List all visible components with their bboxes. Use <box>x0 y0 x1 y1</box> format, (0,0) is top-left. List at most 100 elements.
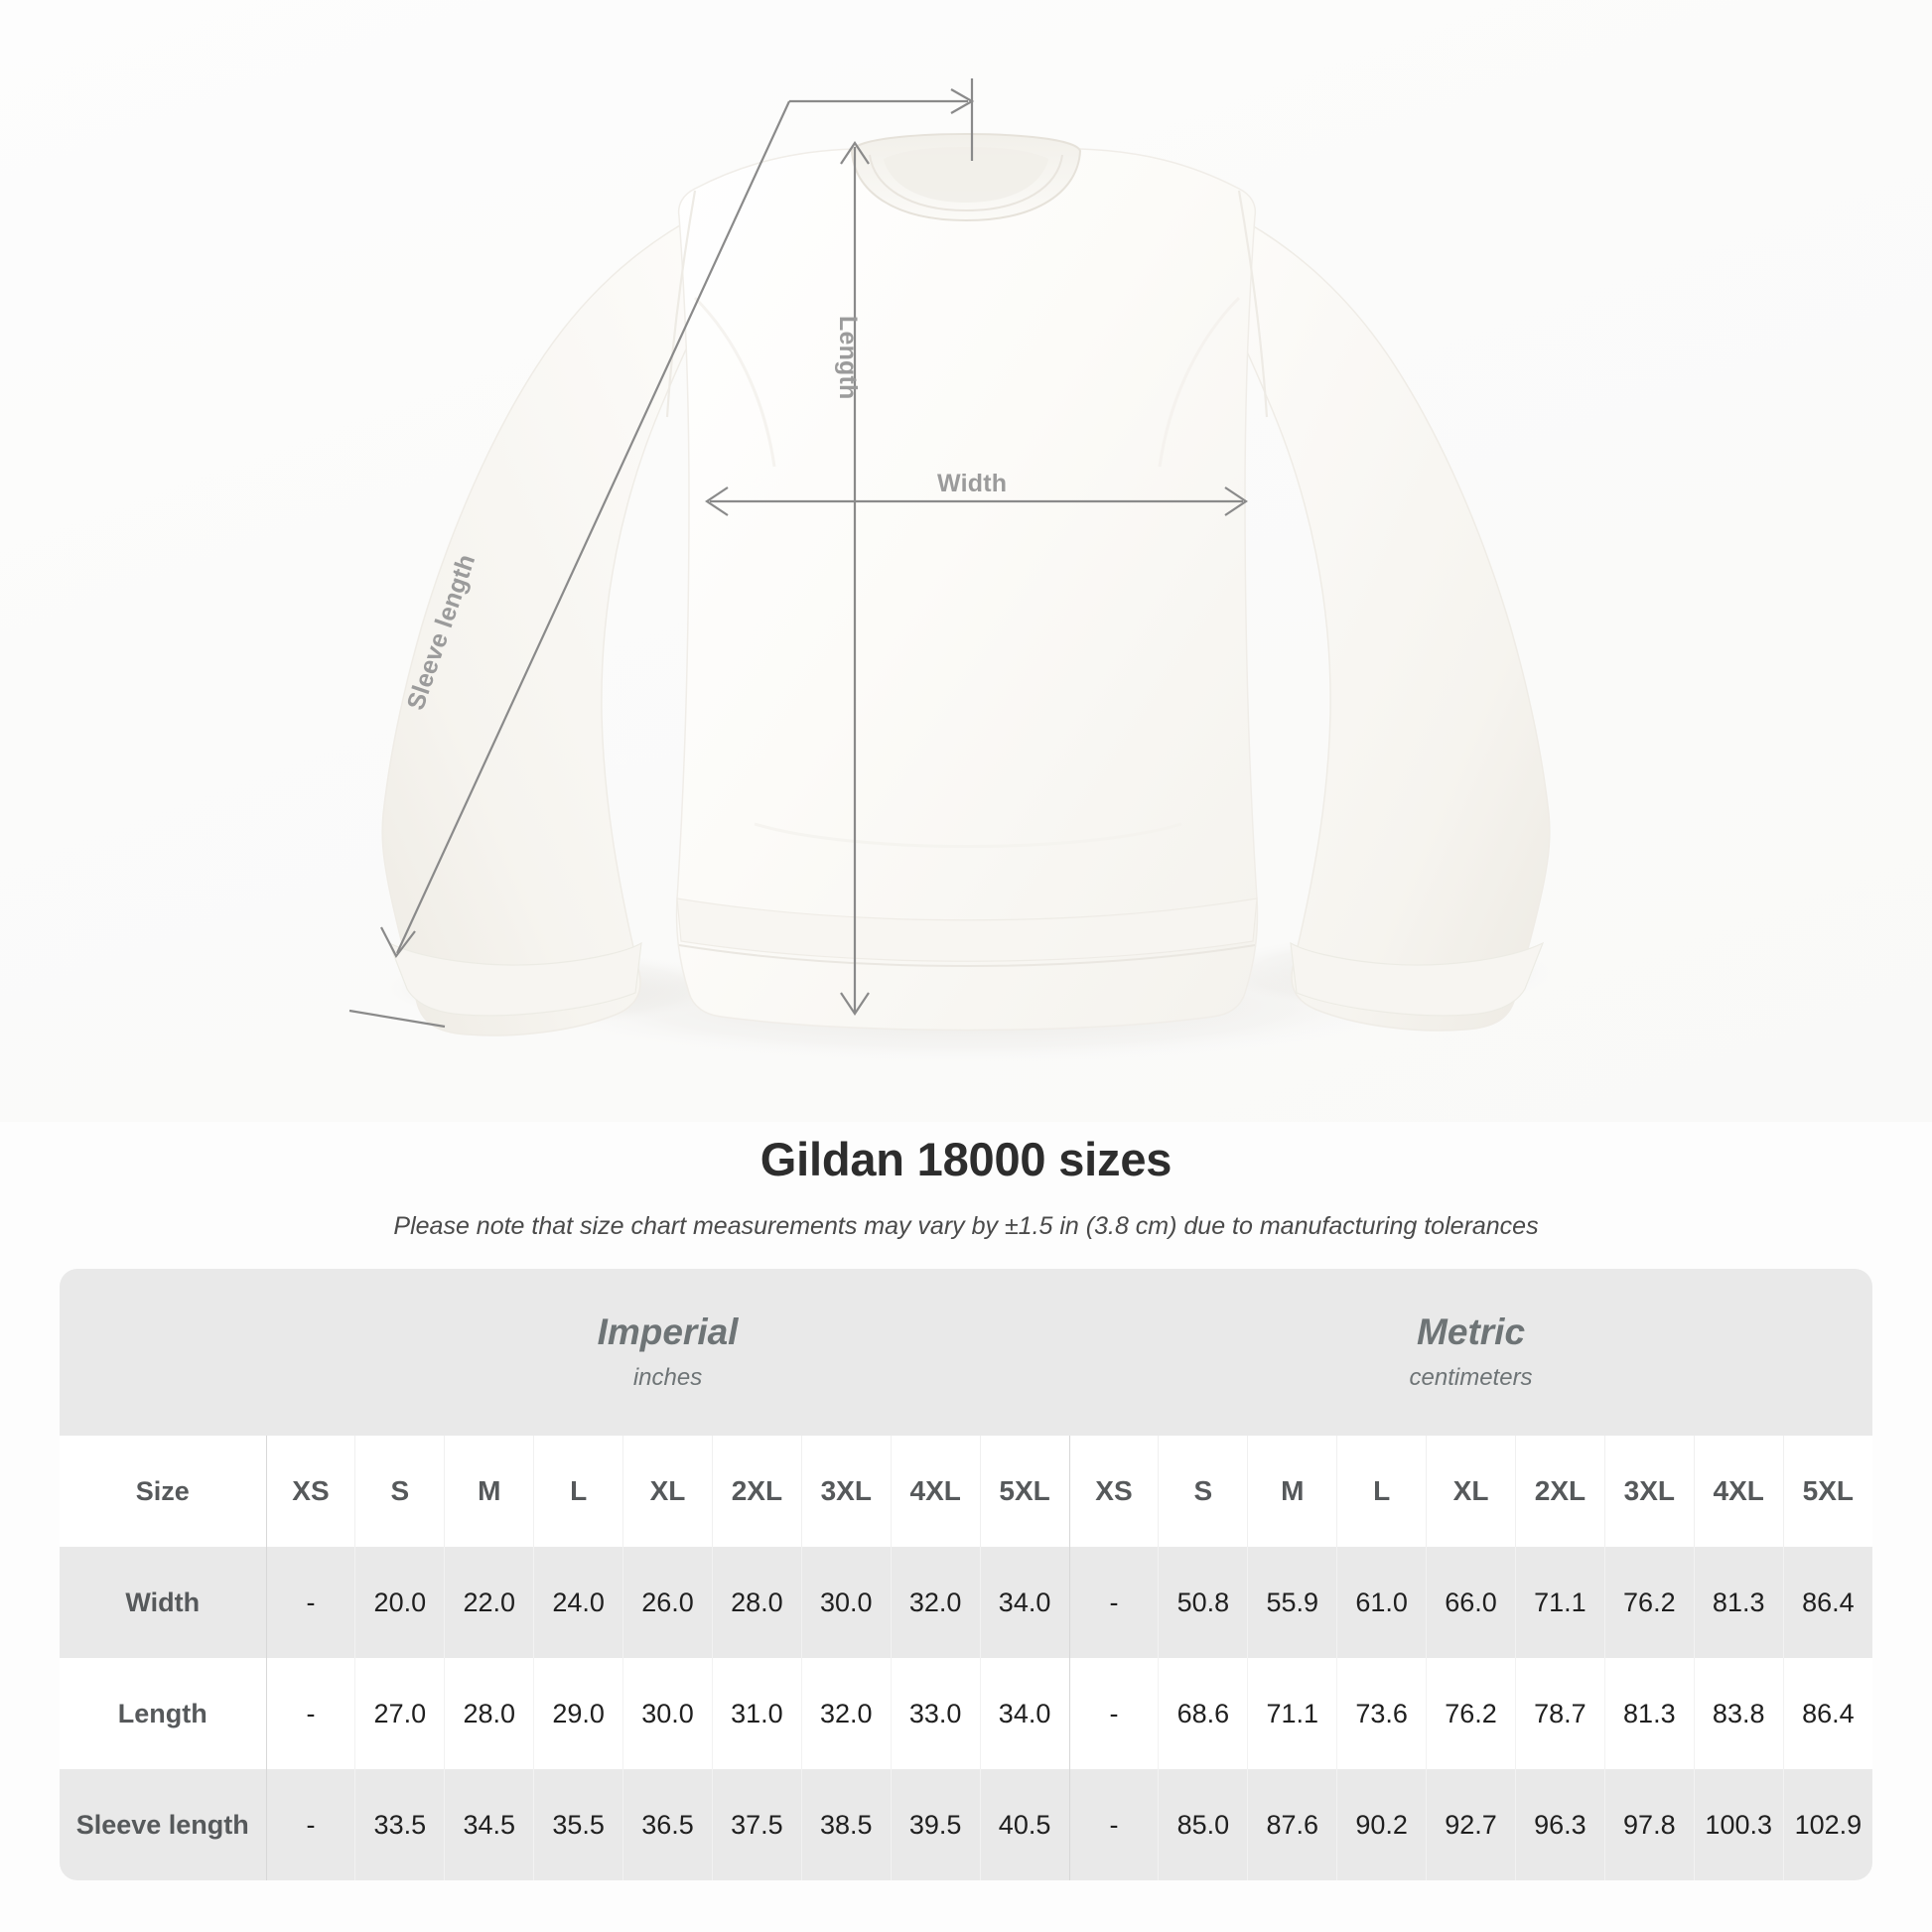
width-metric-5xl: 86.4 <box>1782 1547 1872 1658</box>
neck-opening <box>884 147 1048 203</box>
size-header-imperial-l: L <box>533 1436 623 1547</box>
sleeve-imperial-5xl: 40.5 <box>979 1769 1070 1880</box>
fold-hint-3 <box>754 822 1182 848</box>
size-header-imperial-xl: XL <box>622 1436 713 1547</box>
sleeve-metric-m: 87.6 <box>1247 1769 1337 1880</box>
width-imperial-l: 24.0 <box>533 1547 623 1658</box>
length-metric-xl: 76.2 <box>1426 1658 1516 1769</box>
garment-illustration: Length Width Sleeve length <box>0 0 1932 1122</box>
sleeve-imperial-xl: 36.5 <box>622 1769 713 1880</box>
size-header-metric-m: M <box>1247 1436 1337 1547</box>
width-imperial-4xl: 32.0 <box>890 1547 981 1658</box>
width-imperial-s: 20.0 <box>354 1547 445 1658</box>
chart-heading: Gildan 18000 sizes Please note that size… <box>0 1132 1932 1241</box>
width-imperial-5xl: 34.0 <box>979 1547 1070 1658</box>
width-imperial-3xl: 30.0 <box>800 1547 892 1658</box>
length-imperial-l: 29.0 <box>533 1658 623 1769</box>
width-imperial-xl: 26.0 <box>622 1547 713 1658</box>
width-metric-xl: 66.0 <box>1426 1547 1516 1658</box>
bottom-ribbing <box>676 897 1258 962</box>
row-header-sleeve-length: Sleeve length <box>60 1769 266 1880</box>
length-metric-l: 73.6 <box>1336 1658 1427 1769</box>
length-metric-s: 68.6 <box>1158 1658 1248 1769</box>
size-header-metric-2xl: 2XL <box>1514 1436 1605 1547</box>
collar-inner <box>869 154 1063 212</box>
width-imperial-xs: - <box>265 1547 355 1658</box>
length-imperial-xs: - <box>265 1658 355 1769</box>
sleeve-metric-5xl: 102.9 <box>1782 1769 1872 1880</box>
width-metric-s: 50.8 <box>1158 1547 1248 1658</box>
unit-spacer-cell <box>60 1269 266 1436</box>
width-metric-xs: - <box>1068 1547 1159 1658</box>
length-imperial-xl: 30.0 <box>622 1658 713 1769</box>
sleeve-metric-xl: 92.7 <box>1426 1769 1516 1880</box>
right-shoulder-seam <box>1237 190 1269 418</box>
length-imperial-s: 27.0 <box>354 1658 445 1769</box>
length-metric-3xl: 81.3 <box>1603 1658 1695 1769</box>
length-imperial-5xl: 34.0 <box>979 1658 1070 1769</box>
size-chart-table-container: Imperial inches Metric centimeters Size … <box>60 1269 1872 1880</box>
length-metric-2xl: 78.7 <box>1514 1658 1605 1769</box>
length-imperial-2xl: 31.0 <box>711 1658 802 1769</box>
size-header-row: Size XS S M L XL 2XL 3XL 4XL 5XL XS S M … <box>60 1436 1872 1547</box>
sleeve-metric-2xl: 96.3 <box>1514 1769 1605 1880</box>
size-header-metric-3xl: 3XL <box>1603 1436 1695 1547</box>
sweatshirt-diagram <box>348 78 1564 1066</box>
size-header-metric-l: L <box>1336 1436 1427 1547</box>
size-header-imperial-4xl: 4XL <box>890 1436 981 1547</box>
length-guide <box>840 141 870 1016</box>
right-sleeve <box>1196 212 1551 1032</box>
left-cuff <box>387 941 642 1017</box>
size-header-imperial-s: S <box>354 1436 445 1547</box>
sleeve-imperial-s: 33.5 <box>354 1769 445 1880</box>
width-measure-label: Width <box>937 470 1008 497</box>
sleeve-imperial-m: 34.5 <box>444 1769 534 1880</box>
imperial-unit-cell: Imperial inches <box>266 1269 1070 1436</box>
size-header-imperial-m: M <box>444 1436 534 1547</box>
length-imperial-4xl: 33.0 <box>890 1658 981 1769</box>
tolerance-note: Please note that size chart measurements… <box>393 1212 1539 1240</box>
table-row: Width - 20.0 22.0 24.0 26.0 28.0 30.0 32… <box>60 1547 1872 1658</box>
width-metric-2xl: 71.1 <box>1514 1547 1605 1658</box>
sleeve-metric-s: 85.0 <box>1158 1769 1248 1880</box>
width-metric-4xl: 81.3 <box>1693 1547 1784 1658</box>
length-imperial-3xl: 32.0 <box>800 1658 892 1769</box>
row-header-length: Length <box>60 1658 266 1769</box>
sleeve-metric-l: 90.2 <box>1336 1769 1427 1880</box>
right-cuff <box>1290 941 1545 1017</box>
metric-unit-sub: centimeters <box>1409 1364 1533 1392</box>
metric-unit-name: Metric <box>1417 1311 1526 1352</box>
fold-hint-1 <box>693 296 776 468</box>
width-imperial-m: 22.0 <box>444 1547 534 1658</box>
width-imperial-2xl: 28.0 <box>711 1547 802 1658</box>
fold-hint-2 <box>1158 296 1241 468</box>
sleeve-imperial-xs: - <box>265 1769 355 1880</box>
sweatshirt-body <box>675 148 1259 1032</box>
row-header-width: Width <box>60 1547 266 1658</box>
size-header-imperial-5xl: 5XL <box>979 1436 1070 1547</box>
length-metric-4xl: 83.8 <box>1693 1658 1784 1769</box>
width-metric-3xl: 76.2 <box>1603 1547 1695 1658</box>
size-header-metric-xl: XL <box>1426 1436 1516 1547</box>
size-header-metric-4xl: 4XL <box>1693 1436 1784 1547</box>
size-header-metric-s: S <box>1158 1436 1248 1547</box>
length-metric-m: 71.1 <box>1247 1658 1337 1769</box>
page-title: Gildan 18000 sizes <box>759 1133 1173 1185</box>
imperial-unit-name: Imperial <box>597 1311 739 1352</box>
sleeve-imperial-l: 35.5 <box>533 1769 623 1880</box>
sleeve-metric-4xl: 100.3 <box>1693 1769 1784 1880</box>
sleeve-imperial-4xl: 39.5 <box>890 1769 981 1880</box>
table-row: Length - 27.0 28.0 29.0 30.0 31.0 32.0 3… <box>60 1658 1872 1769</box>
size-label-cell: Size <box>60 1436 266 1547</box>
length-measure-label: Length <box>834 316 862 400</box>
left-sleeve <box>381 212 736 1036</box>
sleeve-metric-xs: - <box>1068 1769 1159 1880</box>
size-chart-table: Imperial inches Metric centimeters Size … <box>60 1269 1872 1880</box>
length-metric-5xl: 86.4 <box>1782 1658 1872 1769</box>
imperial-unit-sub: inches <box>632 1364 703 1392</box>
length-imperial-m: 28.0 <box>444 1658 534 1769</box>
size-header-metric-xs: XS <box>1068 1436 1159 1547</box>
size-header-metric-5xl: 5XL <box>1782 1436 1872 1547</box>
width-metric-l: 61.0 <box>1336 1547 1427 1658</box>
